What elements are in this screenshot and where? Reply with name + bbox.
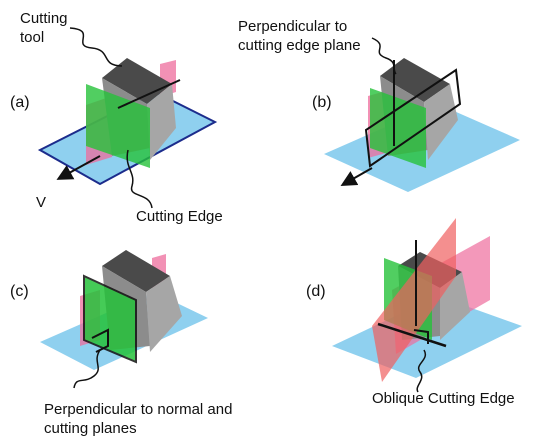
panel-d-right-angle-marker	[413, 329, 429, 344]
panel-d-leader	[416, 349, 427, 393]
panel-c-right-angle-marker	[91, 328, 109, 353]
panel-a-green-plane	[86, 84, 150, 168]
panel-a-cutting-edge-label: Cutting Edge	[136, 208, 223, 225]
panel-d: (d) Oblique Cutting Edge	[306, 218, 522, 407]
panel-c-tool-front	[146, 276, 182, 352]
panel-b-perpendicular-plane-outline	[364, 68, 462, 168]
panel-a-tool-leader	[69, 27, 123, 67]
panel-a-tool-front	[147, 84, 176, 160]
panel-b-tool-top	[380, 58, 450, 102]
panel-c-perp-label-2: cutting planes	[44, 420, 137, 437]
panel-a-tool-label: tool	[20, 29, 44, 46]
panel-a-edge-leader	[126, 149, 153, 209]
panel-c-perp-label-1: Perpendicular to normal and	[44, 401, 232, 418]
panel-a: (a) Cutting tool Cutting Edge V	[10, 10, 223, 225]
panel-b-green-plane	[370, 88, 426, 168]
panel-c-label: (c)	[10, 283, 29, 300]
panel-a-label: (a)	[10, 94, 30, 111]
panel-d-red-plane	[372, 218, 456, 382]
panel-a-cutting-label: Cutting	[20, 10, 68, 27]
panel-b: (b) Perpendicular to cutting edge plane	[238, 18, 520, 192]
panel-d-oblique-label: Oblique Cutting Edge	[372, 390, 515, 407]
panel-d-tool-front	[440, 272, 470, 340]
panel-c-leader	[73, 349, 101, 389]
panel-a-velocity-label: V	[36, 194, 46, 211]
panel-a-velocity-arrow	[56, 155, 101, 180]
panel-a-cutting-edge-line	[117, 79, 181, 109]
panel-b-leader	[371, 37, 397, 75]
panel-d-label: (d)	[306, 283, 326, 300]
panel-b-label: (b)	[312, 94, 332, 111]
panel-b-velocity-arrow	[340, 167, 373, 186]
panel-b-perp-label-2: cutting edge plane	[238, 37, 361, 54]
panel-d-oblique-edge-line	[377, 322, 447, 348]
panel-c-green-plane	[83, 274, 137, 364]
panel-c: (c) Perpendicular to normal and cutting …	[10, 250, 232, 437]
panel-c-tool-top	[102, 250, 170, 292]
panel-b-tool-front	[424, 84, 458, 160]
panel-b-perp-label-1: Perpendicular to	[238, 18, 347, 35]
